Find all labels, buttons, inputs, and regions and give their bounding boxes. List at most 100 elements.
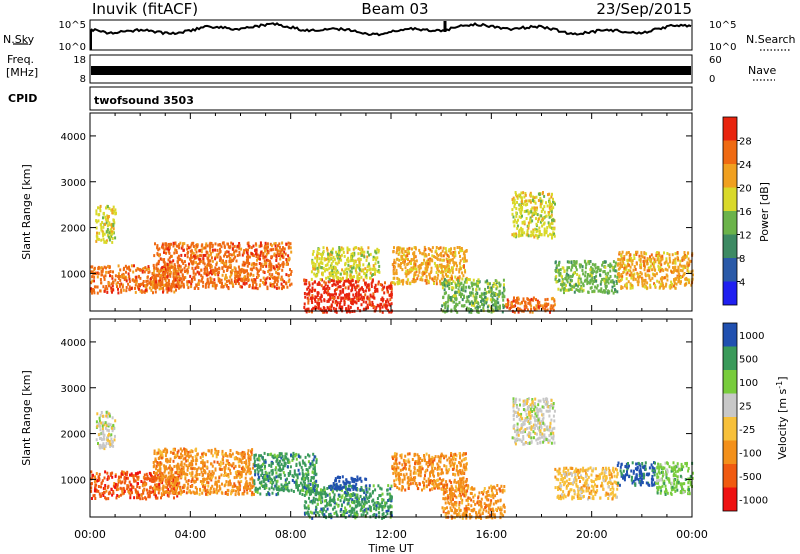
data-cell	[221, 282, 223, 285]
data-cell	[120, 487, 123, 491]
data-cell	[441, 283, 444, 287]
data-cell	[548, 224, 551, 228]
data-cell	[224, 472, 227, 476]
data-cell	[515, 207, 518, 211]
data-cell	[276, 279, 279, 283]
data-cell	[153, 490, 156, 494]
data-cell	[663, 251, 665, 255]
data-cell	[211, 248, 214, 252]
data-cell	[445, 257, 448, 261]
data-cell	[523, 195, 526, 199]
data-cell	[411, 279, 414, 283]
data-cell	[123, 481, 126, 485]
data-cell	[359, 297, 362, 301]
data-cell	[262, 256, 265, 260]
data-cell	[677, 270, 680, 274]
data-cell	[328, 286, 331, 290]
data-cell	[615, 282, 618, 285]
data-cell	[426, 259, 429, 263]
data-cell	[321, 255, 323, 259]
data-cell	[279, 251, 282, 255]
data-cell	[444, 306, 447, 310]
data-cell	[117, 479, 120, 482]
data-cell	[231, 247, 234, 251]
data-cell	[214, 476, 217, 480]
data-cell	[502, 298, 505, 302]
data-cell	[203, 477, 206, 481]
data-cell	[455, 298, 458, 302]
data-cell	[308, 283, 311, 287]
data-cell	[613, 284, 616, 288]
data-cell	[368, 264, 371, 268]
data-cell	[423, 245, 426, 249]
data-cell	[659, 269, 662, 272]
data-cell	[537, 217, 540, 221]
data-cell	[413, 280, 416, 284]
data-cell	[577, 277, 580, 281]
data-cell	[317, 269, 320, 273]
data-cell	[282, 246, 284, 250]
data-cell	[154, 492, 156, 496]
data-cell	[484, 295, 487, 299]
data-cell	[312, 306, 315, 310]
data-cell	[573, 260, 576, 264]
data-cell	[662, 283, 664, 287]
data-cell	[328, 257, 331, 261]
data-cell	[248, 481, 251, 485]
data-cell	[100, 411, 103, 414]
data-cell	[145, 497, 148, 501]
data-cell	[668, 265, 671, 269]
data-cell	[674, 252, 677, 256]
data-cell	[171, 467, 174, 471]
data-cell	[415, 259, 418, 263]
data-cell	[372, 293, 375, 297]
data-cell	[568, 283, 571, 287]
data-cell	[584, 260, 587, 264]
data-cell	[463, 250, 466, 254]
data-cell	[582, 272, 585, 276]
data-cell	[330, 251, 332, 255]
data-cell	[378, 304, 381, 308]
data-cell	[105, 285, 108, 288]
data-cell	[129, 496, 132, 500]
data-cell	[603, 289, 605, 293]
data-cell	[362, 295, 365, 299]
data-cell	[128, 488, 131, 492]
data-cell	[199, 258, 202, 262]
data-cell	[286, 285, 289, 289]
data-cell	[196, 468, 199, 472]
data-cell	[349, 305, 352, 309]
data-cell	[130, 474, 133, 477]
data-cell	[186, 271, 189, 275]
data-cell	[91, 497, 93, 500]
data-cell	[107, 412, 110, 416]
data-cell	[370, 282, 373, 286]
data-cell	[467, 295, 470, 299]
data-cell	[343, 299, 346, 303]
data-cell	[454, 294, 457, 298]
data-cell	[276, 249, 279, 253]
data-cell	[643, 256, 646, 260]
data-cell	[529, 191, 532, 195]
data-cell	[595, 274, 598, 278]
data-cell	[387, 285, 390, 289]
data-cell	[240, 459, 243, 463]
data-cell	[545, 303, 548, 307]
data-cell	[167, 475, 170, 479]
data-cell	[159, 273, 162, 277]
data-cell	[534, 206, 537, 210]
data-cell	[502, 293, 505, 297]
data-cell	[202, 257, 205, 261]
data-cell	[148, 477, 151, 481]
data-cell	[153, 284, 156, 288]
data-cell	[226, 454, 229, 458]
data-cell	[265, 254, 268, 258]
data-cell	[553, 303, 556, 307]
data-cell	[219, 257, 222, 261]
data-cell	[289, 242, 292, 246]
data-cell	[485, 298, 488, 302]
data-cell	[418, 248, 421, 252]
data-cell	[250, 453, 253, 457]
data-cell	[442, 296, 445, 300]
data-cell	[524, 203, 527, 207]
